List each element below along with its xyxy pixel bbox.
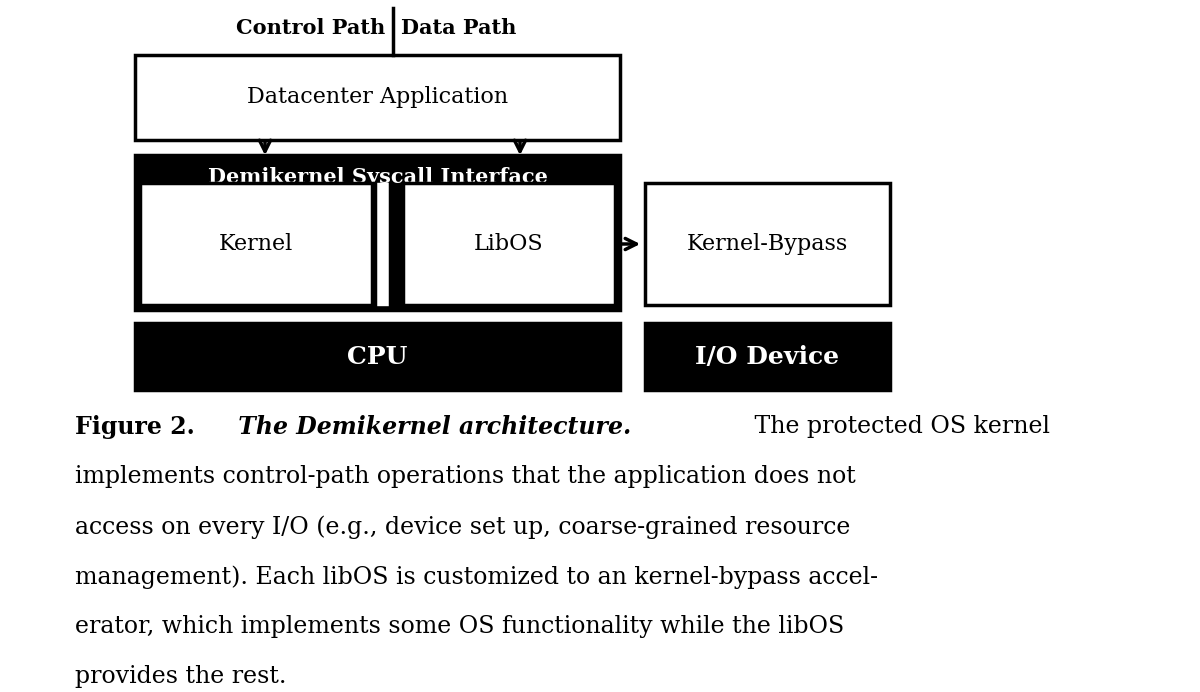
Bar [134, 155, 620, 310]
Text: provides the rest.: provides the rest. [74, 665, 287, 688]
Text: The Demikernel architecture.: The Demikernel architecture. [229, 415, 631, 439]
Text: Demikernel Syscall Interface: Demikernel Syscall Interface [208, 167, 547, 187]
Bar [646, 183, 890, 305]
Text: Figure 2.: Figure 2. [74, 415, 194, 439]
Bar [646, 323, 890, 390]
Text: Data Path: Data Path [401, 18, 516, 38]
Text: erator, which implements some OS functionality while the libOS: erator, which implements some OS functio… [74, 615, 845, 638]
Text: access on every I/O (e.g., device set up, coarse-grained resource: access on every I/O (e.g., device set up… [74, 515, 851, 538]
Text: Datacenter Application: Datacenter Application [247, 86, 508, 109]
Text: LibOS: LibOS [474, 233, 544, 255]
Bar [403, 183, 616, 305]
Text: The protected OS kernel: The protected OS kernel [748, 415, 1050, 438]
Text: implements control-path operations that the application does not: implements control-path operations that … [74, 465, 856, 488]
Text: CPU: CPU [347, 345, 408, 369]
Text: Control Path: Control Path [235, 18, 385, 38]
Text: Kernel-Bypass: Kernel-Bypass [686, 233, 848, 255]
Text: Kernel: Kernel [218, 233, 293, 255]
Text: management). Each libOS is customized to an kernel-bypass accel-: management). Each libOS is customized to… [74, 565, 878, 588]
Bar [140, 183, 372, 305]
Text: I/O Device: I/O Device [696, 345, 840, 369]
Bar [134, 323, 620, 390]
Bar [134, 55, 620, 140]
